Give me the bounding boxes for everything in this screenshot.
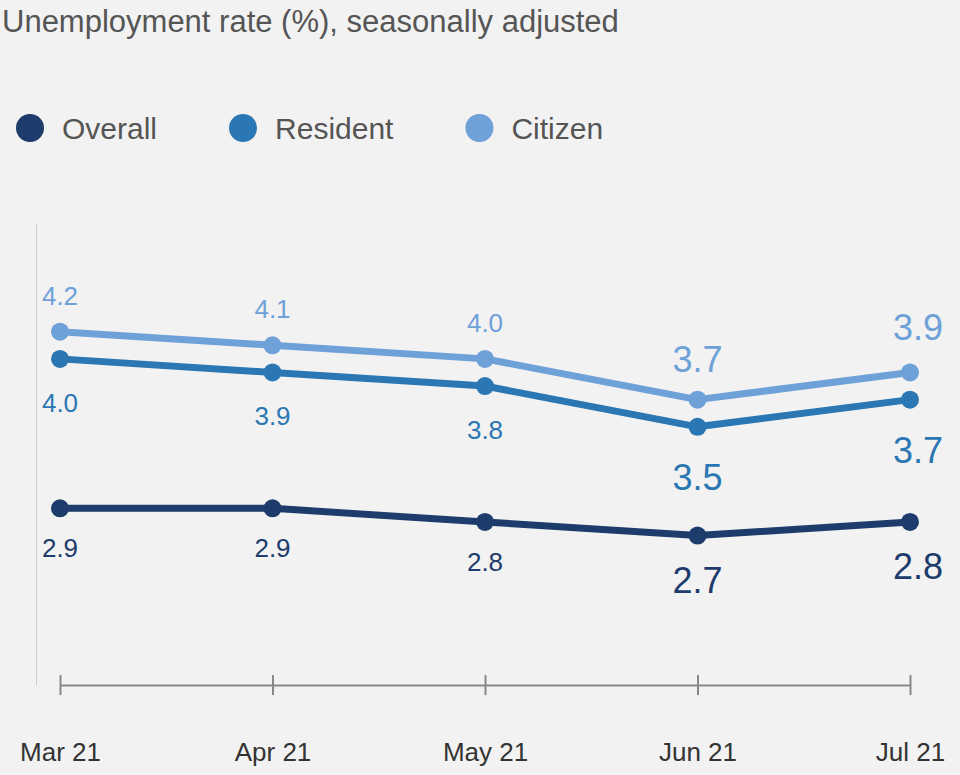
legend-swatch xyxy=(465,114,493,142)
legend-swatch xyxy=(229,114,257,142)
series-marker xyxy=(689,391,707,409)
x-tick-label: Mar 21 xyxy=(20,737,101,767)
data-label: 3.8 xyxy=(467,415,503,445)
series-line xyxy=(60,508,910,535)
x-tick-mark xyxy=(272,675,274,695)
data-label: 2.7 xyxy=(672,560,722,601)
x-tick-label: Apr 21 xyxy=(235,737,312,767)
data-label: 3.9 xyxy=(254,401,290,431)
data-label: 4.0 xyxy=(467,308,503,338)
x-tick-label: May 21 xyxy=(443,737,528,767)
legend-label: Citizen xyxy=(511,112,603,145)
x-tick: Apr 21 xyxy=(235,675,312,767)
x-tick: Jun 21 xyxy=(659,675,737,767)
data-labels: 2.9 2.9 2.8 2.7 2.8 4.0 3.9 3.8 3.5 3.7 4.2 4.1 4.0 3… xyxy=(42,281,943,601)
x-tick-mark xyxy=(485,675,487,695)
series-marker xyxy=(689,527,707,545)
data-label: 2.9 xyxy=(254,533,290,563)
background xyxy=(0,0,960,775)
series-marker xyxy=(476,513,494,531)
x-tick: Jul 21 xyxy=(876,675,945,767)
data-label: 4.1 xyxy=(254,294,290,324)
series-marker xyxy=(901,513,919,531)
data-label: 4.2 xyxy=(42,281,78,311)
y-axis xyxy=(36,224,37,686)
series-marker xyxy=(264,336,282,354)
series-marker xyxy=(264,363,282,381)
data-label: 4.0 xyxy=(42,388,78,418)
data-label: 3.7 xyxy=(893,430,943,471)
legend-label: Overall xyxy=(62,112,157,145)
chart: Unemployment rate (%), seasonally adjust… xyxy=(0,0,960,775)
series-marker xyxy=(264,499,282,517)
series-marker xyxy=(476,377,494,395)
series-marker xyxy=(51,323,69,341)
y-axis-line xyxy=(36,224,37,686)
series-marker xyxy=(51,499,69,517)
series-marker xyxy=(901,391,919,409)
x-tick-mark xyxy=(60,675,62,695)
x-tick-mark xyxy=(697,675,699,695)
data-label: 3.5 xyxy=(672,457,722,498)
data-label: 2.8 xyxy=(467,547,503,577)
series-marker xyxy=(476,350,494,368)
title: Unemployment rate (%), seasonally adjust… xyxy=(2,4,619,39)
x-tick: May 21 xyxy=(443,675,528,767)
x-tick-label: Jun 21 xyxy=(659,737,737,767)
data-label: 2.8 xyxy=(893,546,943,587)
series-marker xyxy=(901,363,919,381)
legend-label: Resident xyxy=(275,112,394,145)
data-label: 3.7 xyxy=(672,339,722,380)
data-label: 2.9 xyxy=(42,533,78,563)
x-tick: Mar 21 xyxy=(20,675,101,767)
legend: Overall Resident Citizen xyxy=(16,112,603,145)
data-label: 3.9 xyxy=(893,307,943,348)
plot-area xyxy=(51,323,919,545)
legend-swatch xyxy=(16,114,44,142)
series-line xyxy=(60,332,910,400)
x-tick-mark xyxy=(910,675,912,695)
x-tick-label: Jul 21 xyxy=(876,737,945,767)
x-axis: Mar 21 Apr 21 May 21 Jun 21 Jul 21 xyxy=(20,675,945,767)
series-marker xyxy=(689,418,707,436)
series-marker xyxy=(51,350,69,368)
